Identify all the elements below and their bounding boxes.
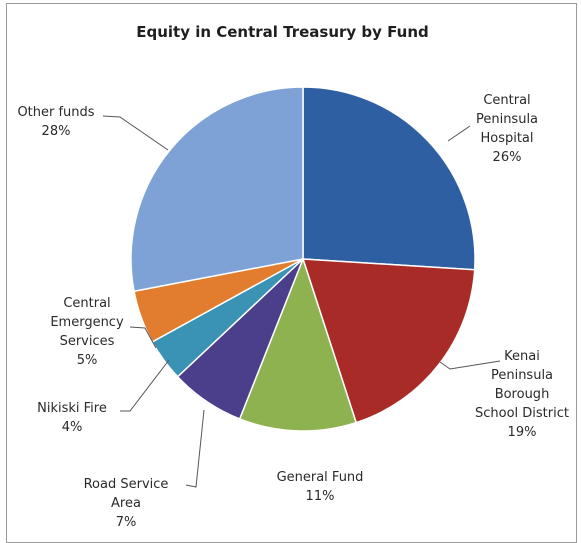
slice-name-label: School District	[475, 406, 569, 421]
slice-value-label: 5%	[77, 353, 98, 368]
pie-slice	[302, 86, 476, 271]
pie-slice	[238, 256, 358, 432]
slice-value-label: 19%	[508, 425, 537, 440]
slice-value-label: 11%	[306, 489, 335, 504]
leader-line	[102, 115, 169, 151]
slice-name-label: Central	[63, 296, 110, 311]
leader-line	[185, 409, 205, 488]
slice-label: Nikiski Fire 4%	[37, 401, 107, 435]
slice-name-label: Other funds	[17, 105, 94, 120]
slice-label: General Fund 11%	[277, 470, 364, 504]
slice-name-label: Peninsula	[491, 368, 553, 383]
slice-label: Other funds 28%	[17, 105, 94, 139]
slice-name-label: Area	[111, 496, 141, 511]
slice-name-label: Road Service	[84, 477, 169, 492]
slice-label: Central Peninsula Hospital 26%	[476, 93, 538, 165]
leader-line	[439, 360, 501, 370]
slice-name-label: Nikiski Fire	[37, 401, 107, 416]
slice-name-label: Central	[483, 93, 530, 108]
slice-label: Kenai Peninsula Borough School District 19%	[475, 349, 569, 440]
slice-value-label: 4%	[62, 420, 83, 435]
slice-name-label: Kenai	[504, 349, 540, 364]
leader-line	[447, 125, 471, 142]
slice-name-label: Borough	[495, 387, 550, 402]
slice-value-label: 7%	[116, 515, 137, 530]
pie-slice	[301, 258, 476, 424]
leader-line	[129, 326, 157, 349]
slice-name-label: General Fund	[277, 470, 364, 485]
slice-label: Central Emergency Services 5%	[50, 296, 124, 368]
slice-name-label: Hospital	[480, 131, 533, 146]
slice-label: Road Service Area 7%	[84, 477, 169, 530]
slice-name-label: Peninsula	[476, 112, 538, 127]
leader-line	[120, 359, 170, 412]
slice-value-label: 26%	[493, 150, 522, 165]
chart-title: Equity in Central Treasury by Fund	[136, 23, 429, 41]
pie-slice	[130, 86, 304, 293]
slice-name-label: Emergency	[50, 315, 124, 330]
slice-name-label: Services	[60, 334, 115, 349]
slice-value-label: 28%	[42, 124, 71, 139]
